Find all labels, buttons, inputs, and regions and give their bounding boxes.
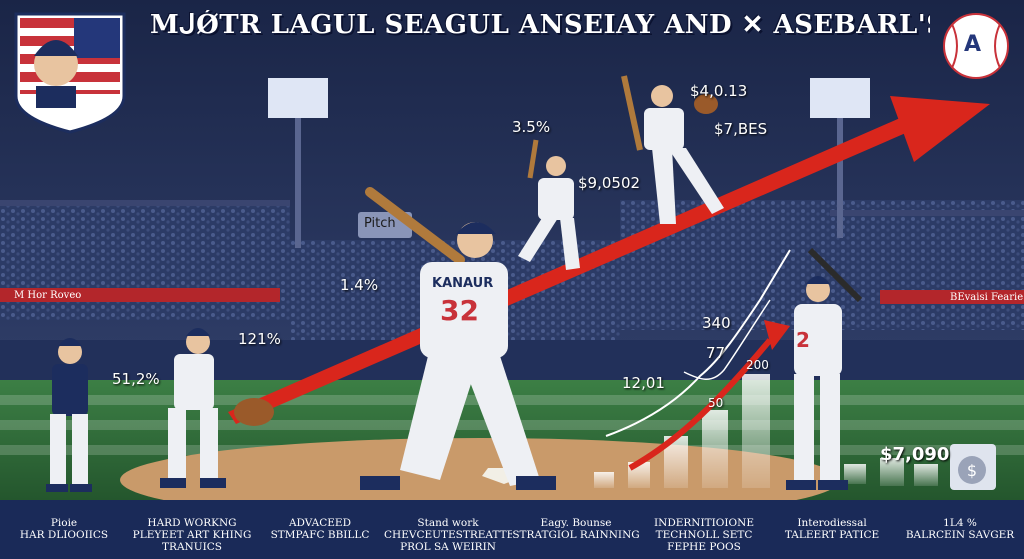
stat-7bes: $7,BES	[714, 120, 768, 138]
logo-letter: A	[964, 32, 982, 57]
player-fielder	[160, 328, 274, 488]
footer-label: Interodiessal TALEERT PATICE	[784, 517, 880, 541]
stat-9050: $9,0502	[578, 174, 641, 192]
footer-label: HARD WORKNG PLEYEET ART KHING TRANUICS	[132, 517, 252, 553]
footer-label: INDERNITIOIONE TECHNOLL SETC FEPHE POOS	[653, 517, 755, 553]
money-bag-icon: $	[950, 444, 996, 490]
left-banner	[0, 288, 280, 302]
player-pitcher-top	[621, 75, 724, 224]
stat-7090: $7,090	[880, 444, 950, 465]
growth-bars	[594, 374, 938, 488]
trend-line	[605, 249, 791, 437]
svg-text:$: $	[967, 461, 977, 480]
right-banner	[880, 290, 1024, 304]
stat-200: 200	[746, 358, 769, 372]
footer-band	[0, 500, 1024, 559]
page-title: MᒍǾTR LAGUL SEAGUL ANSEIAY AND ✕ ASEBARL…	[150, 10, 930, 40]
stat-4013: $4,0.13	[690, 82, 748, 100]
stat-77: 77	[706, 344, 726, 362]
stat-35: 3.5%	[512, 118, 551, 136]
jersey-number-right: 2	[796, 328, 810, 352]
flag-badge-icon	[14, 12, 126, 134]
baseball-logo-icon	[943, 13, 1009, 79]
stat-51: 51,2%	[112, 370, 160, 388]
footer-label: Eagy. Bounse STRATGIOL RAINNING	[512, 517, 640, 541]
player-left	[46, 338, 92, 492]
left-banner-text: M Hor Roveo	[14, 290, 82, 301]
footer-label: 1L4 % BALRCEIN SAVGER	[905, 517, 1015, 541]
stat-14: 1.4%	[340, 276, 379, 294]
stadium-light-icon	[268, 78, 328, 248]
pitch-sign-text: Pitch	[364, 216, 396, 231]
jersey-number: 32	[440, 294, 479, 327]
stadium-light-icon	[810, 78, 870, 238]
growth-arrow-icon	[228, 96, 990, 424]
stat-121: 121%	[238, 330, 281, 348]
stat-340: 340	[702, 314, 731, 332]
right-banner-text: BEvaisi Fearie	[950, 292, 1024, 303]
stat-1201: 12,01	[622, 374, 665, 392]
player-batter-center	[360, 187, 556, 490]
player-jumping	[518, 139, 580, 270]
player-batter-right	[786, 247, 863, 490]
stat-50: 50	[708, 396, 724, 410]
jersey-name: KANAUR	[432, 276, 494, 291]
footer-label: Pioie HAR DLIOOIICS	[19, 517, 109, 541]
footer-label: Stand work CHEVCEUTESTREATTED PROL SA WE…	[384, 517, 512, 553]
footer-label: ADVACEED STMPAFC BBILLC	[270, 517, 370, 541]
small-growth-arrow	[628, 338, 773, 471]
